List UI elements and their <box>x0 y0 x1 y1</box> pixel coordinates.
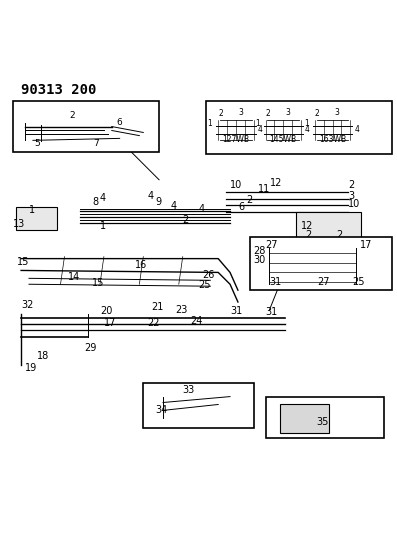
Text: 29: 29 <box>84 343 96 353</box>
Bar <box>13 101 159 152</box>
Text: 6: 6 <box>238 201 244 212</box>
Text: 16: 16 <box>135 260 148 270</box>
Text: 26: 26 <box>202 270 215 280</box>
Text: 28: 28 <box>254 246 266 256</box>
Text: 4: 4 <box>171 201 177 212</box>
Text: 3: 3 <box>335 108 339 117</box>
Text: 12: 12 <box>301 221 313 231</box>
Text: 4: 4 <box>147 191 153 201</box>
Text: 27: 27 <box>317 277 329 287</box>
Text: 6: 6 <box>117 118 123 127</box>
Text: 4: 4 <box>305 125 310 134</box>
Text: 4: 4 <box>258 125 262 134</box>
Text: 18: 18 <box>37 351 49 361</box>
Bar <box>143 383 254 428</box>
Text: 3: 3 <box>285 108 290 117</box>
FancyBboxPatch shape <box>16 207 58 230</box>
Text: 31: 31 <box>230 306 242 316</box>
Text: 31: 31 <box>266 306 278 317</box>
Text: 2: 2 <box>266 109 270 118</box>
Bar <box>206 101 392 154</box>
Text: 4: 4 <box>354 125 359 134</box>
Text: 2: 2 <box>69 111 75 120</box>
Text: 2: 2 <box>348 180 355 190</box>
Text: 23: 23 <box>175 305 187 314</box>
Text: 2: 2 <box>305 230 311 240</box>
Text: 1: 1 <box>255 119 260 128</box>
Text: 1: 1 <box>29 205 35 215</box>
Text: 31: 31 <box>270 277 282 287</box>
Text: 4: 4 <box>198 204 204 214</box>
Text: 2: 2 <box>315 109 320 118</box>
Text: 17: 17 <box>104 318 116 328</box>
Text: 90313 200: 90313 200 <box>21 83 96 97</box>
Text: 3: 3 <box>348 191 355 201</box>
Text: 2: 2 <box>218 109 223 118</box>
Text: 19: 19 <box>25 363 37 373</box>
Text: 30: 30 <box>254 255 266 265</box>
Text: 33: 33 <box>183 385 195 395</box>
Text: 5: 5 <box>34 139 40 148</box>
Text: 17: 17 <box>360 239 372 249</box>
Text: 21: 21 <box>151 302 164 312</box>
Text: 3: 3 <box>238 108 243 117</box>
Text: 13: 13 <box>13 219 25 229</box>
Text: 127WB: 127WB <box>222 134 249 143</box>
Bar <box>250 237 392 290</box>
FancyBboxPatch shape <box>281 403 330 433</box>
Text: 9: 9 <box>155 197 161 207</box>
Text: 7: 7 <box>93 139 99 148</box>
Text: 8: 8 <box>92 197 98 207</box>
Text: 12: 12 <box>270 179 282 189</box>
Text: 25: 25 <box>198 280 211 290</box>
Text: 15: 15 <box>17 256 29 266</box>
Text: 27: 27 <box>266 239 278 249</box>
Text: 10: 10 <box>230 180 242 190</box>
Text: 1: 1 <box>100 221 106 231</box>
Text: 145WB: 145WB <box>270 134 297 143</box>
Text: 22: 22 <box>147 318 160 328</box>
Text: 24: 24 <box>191 316 203 326</box>
Text: 34: 34 <box>155 405 168 415</box>
Text: 2: 2 <box>183 215 189 225</box>
Text: 15: 15 <box>92 278 104 288</box>
Text: 35: 35 <box>317 417 329 427</box>
Text: 25: 25 <box>352 277 365 287</box>
Text: 10: 10 <box>348 199 360 209</box>
Text: 32: 32 <box>21 300 33 310</box>
FancyBboxPatch shape <box>296 213 361 241</box>
Text: 163WB: 163WB <box>319 134 346 143</box>
Bar <box>266 397 384 438</box>
Text: 1: 1 <box>304 119 309 128</box>
Text: 2: 2 <box>337 230 343 240</box>
Text: 4: 4 <box>100 192 106 203</box>
Text: 2: 2 <box>246 195 252 205</box>
Text: 14: 14 <box>68 272 81 282</box>
Text: 11: 11 <box>258 183 270 193</box>
Text: 1: 1 <box>208 119 212 128</box>
Text: 20: 20 <box>100 306 112 316</box>
